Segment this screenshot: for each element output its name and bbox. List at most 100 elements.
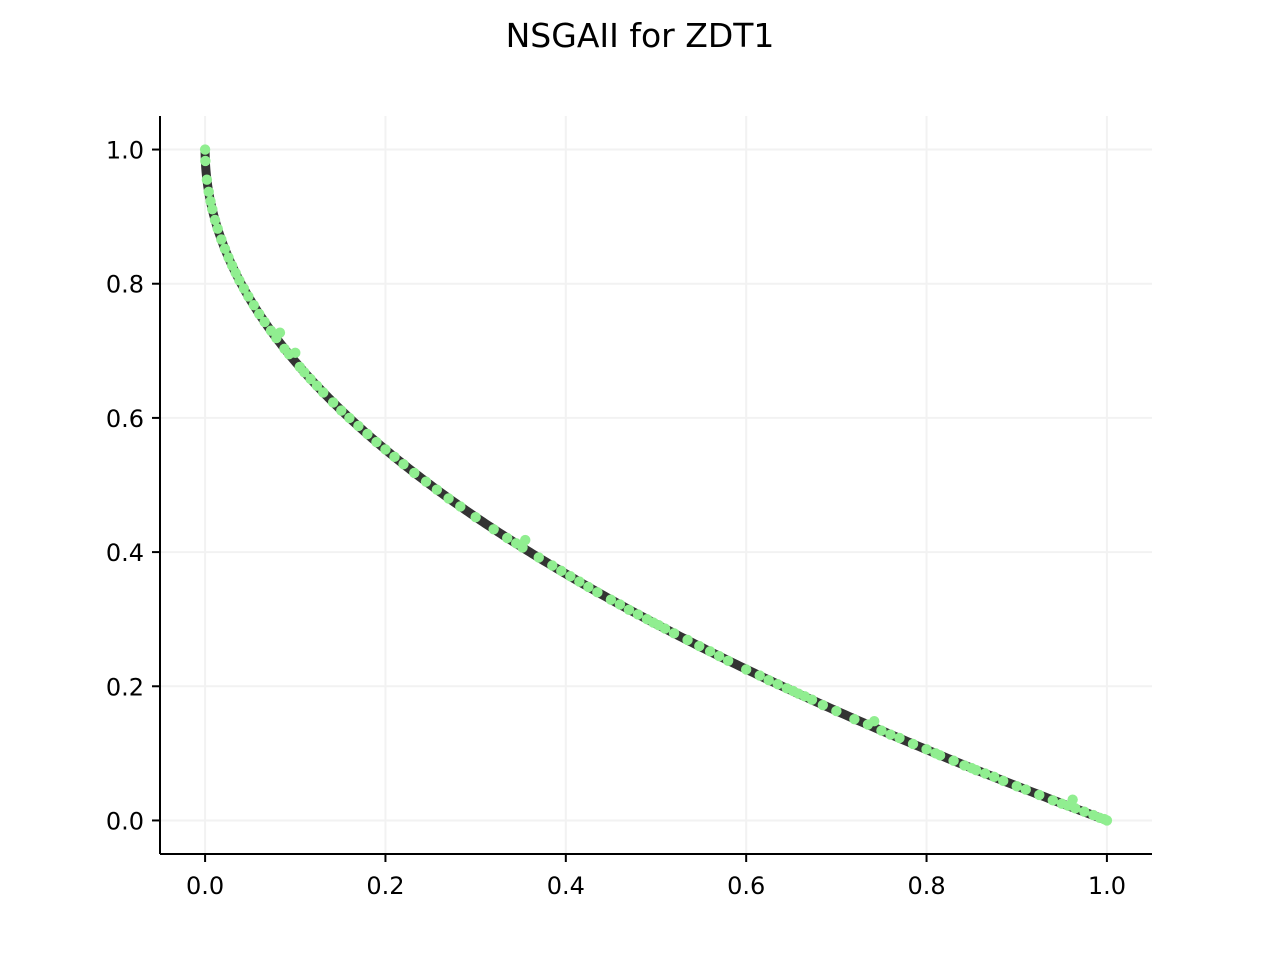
data-point	[431, 484, 443, 495]
data-point	[248, 299, 259, 311]
data-point	[876, 725, 887, 736]
data-point	[763, 675, 774, 686]
data-point	[1011, 781, 1022, 792]
data-point	[1070, 803, 1081, 814]
ticks: 0.0 0.2 0.4 0.6 0.8 1.0 0.0 0.2 0.4 0.6 0.8 1.0	[106, 137, 1126, 900]
data-points	[199, 144, 1113, 826]
data-point	[849, 713, 860, 725]
data-point	[668, 628, 680, 639]
data-point	[488, 524, 499, 535]
data-point	[907, 738, 919, 750]
data-point	[574, 576, 585, 587]
y-tick-label: 0.2	[106, 673, 144, 701]
data-point	[869, 715, 880, 727]
reference-front	[200, 145, 1112, 825]
data-point	[223, 252, 234, 263]
data-point	[1101, 815, 1113, 826]
data-point	[389, 451, 400, 463]
data-point	[1020, 784, 1031, 795]
data-point	[1067, 794, 1078, 805]
data-point	[502, 532, 513, 544]
data-point	[694, 640, 705, 652]
chart-title: NSGAII for ZDT1	[506, 16, 775, 55]
data-point	[398, 459, 409, 470]
data-point	[806, 694, 818, 705]
data-point	[455, 501, 466, 512]
reference-front-line	[200, 145, 1112, 825]
data-point	[216, 234, 227, 245]
data-point	[199, 144, 211, 155]
grid	[160, 116, 1152, 854]
data-point	[203, 186, 214, 198]
data-point	[623, 604, 635, 615]
data-point	[979, 768, 991, 779]
data-point	[274, 327, 286, 338]
y-tick-label: 0.0	[106, 807, 144, 835]
data-point	[201, 174, 213, 185]
data-point	[740, 664, 752, 675]
x-tick-label: 0.4	[547, 872, 585, 900]
data-point	[970, 764, 982, 776]
x-tick-label: 0.8	[907, 872, 945, 900]
data-point	[205, 196, 216, 207]
x-tick-label: 1.0	[1088, 872, 1126, 900]
data-point	[259, 316, 270, 328]
data-point	[520, 534, 531, 546]
data-point	[318, 387, 329, 398]
data-point	[470, 512, 481, 523]
y-tick-label: 0.4	[106, 539, 144, 567]
data-point	[659, 623, 671, 634]
x-tick-label: 0.0	[186, 872, 224, 900]
data-point	[327, 397, 339, 408]
x-tick-label: 0.2	[366, 872, 404, 900]
data-point	[817, 699, 829, 711]
data-point	[290, 347, 301, 359]
data-point	[592, 587, 603, 598]
data-point	[1047, 795, 1059, 806]
data-point	[605, 594, 617, 605]
data-point	[443, 493, 454, 504]
data-point	[200, 155, 211, 167]
data-point	[722, 655, 734, 666]
data-point	[219, 243, 231, 255]
data-point	[207, 204, 218, 215]
data-point	[772, 679, 783, 690]
data-point	[209, 214, 221, 226]
data-point	[371, 436, 382, 448]
data-point	[238, 283, 250, 294]
data-point	[934, 750, 946, 761]
data-point	[1034, 789, 1045, 801]
data-point	[362, 428, 373, 440]
x-tick-label: 0.6	[727, 872, 765, 900]
data-point	[831, 705, 842, 717]
data-point	[344, 412, 355, 424]
data-point	[988, 771, 1000, 783]
data-point	[305, 373, 316, 385]
data-point	[265, 325, 277, 336]
data-point	[212, 223, 223, 234]
data-point	[409, 467, 420, 479]
data-point	[921, 744, 932, 755]
data-point	[614, 599, 626, 610]
data-point	[754, 670, 765, 681]
data-point	[243, 291, 254, 302]
data-point	[682, 634, 693, 646]
data-point	[234, 275, 245, 286]
y-tick-label: 0.6	[106, 405, 144, 433]
data-point	[565, 571, 576, 582]
data-point	[948, 755, 959, 766]
data-point	[547, 560, 558, 571]
data-point	[533, 552, 544, 563]
data-point	[380, 444, 391, 455]
data-point	[353, 420, 364, 432]
data-point	[583, 581, 594, 593]
data-point	[336, 405, 347, 416]
axes	[159, 116, 1152, 855]
data-point	[713, 650, 725, 662]
data-point	[254, 308, 265, 320]
data-point	[420, 476, 432, 487]
data-point	[885, 729, 896, 740]
data-point	[1079, 806, 1090, 817]
